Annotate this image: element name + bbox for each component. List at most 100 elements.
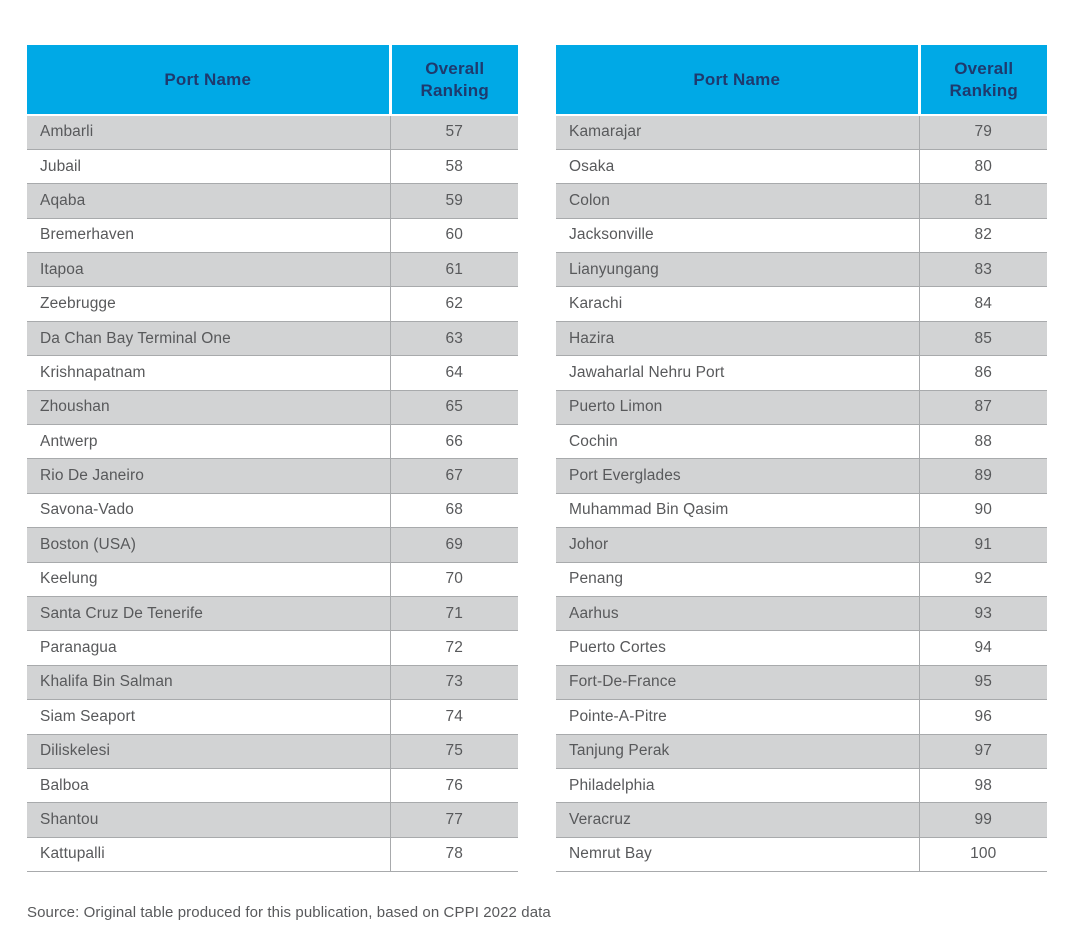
port-name-cell: Aarhus [556,595,919,631]
overall-ranking-cell: 66 [389,424,518,459]
port-name-cell: Aqaba [27,183,390,219]
table-row: Rio De Janeiro 67 [27,458,518,494]
overall-ranking-cell: 100 [918,836,1047,873]
table-row: Keelung 70 [27,561,518,597]
overall-ranking-cell: 97 [918,733,1047,769]
overall-ranking-cell: 79 [918,115,1047,150]
port-name-cell: Keelung [27,561,390,597]
port-name-cell: Kamarajar [556,115,919,150]
overall-ranking-cell: 67 [389,458,518,494]
port-name-cell: Jacksonville [556,217,919,253]
port-name-cell: Lianyungang [556,252,919,287]
table-row: Hazira 85 [556,320,1047,356]
overall-ranking-cell: 90 [918,492,1047,528]
table-header: Port Name Overall Ranking [556,45,1047,116]
overall-ranking-cell: 68 [389,492,518,528]
port-name-cell: Siam Seaport [27,699,390,735]
overall-ranking-cell: 95 [918,664,1047,700]
port-name-cell: Da Chan Bay Terminal One [27,320,390,356]
overall-ranking-cell: 78 [389,836,518,873]
table-row: Muhammad Bin Qasim 90 [556,492,1047,528]
overall-ranking-cell: 58 [389,148,518,184]
table-row: Savona-Vado 68 [27,492,518,528]
port-name-cell: Puerto Limon [556,389,919,425]
table-row: Lianyungang 83 [556,252,1047,287]
port-name-cell: Ambarli [27,115,390,150]
overall-ranking-cell: 89 [918,458,1047,494]
table-row: Puerto Cortes 94 [556,630,1047,666]
table-row: Ambarli 57 [27,115,518,150]
port-name-cell: Savona-Vado [27,492,390,528]
port-name-header: Port Name [556,45,919,116]
table-row: Da Chan Bay Terminal One 63 [27,320,518,356]
table-row: Veracruz 99 [556,802,1047,838]
overall-ranking-cell: 60 [389,217,518,253]
table-row: Khalifa Bin Salman 73 [27,664,518,700]
overall-ranking-cell: 98 [918,767,1047,803]
port-ranking-table-2: Port Name Overall Ranking Kamarajar 79 Osa… [556,45,1047,873]
table-row: Santa Cruz De Tenerife 71 [27,595,518,631]
port-name-cell: Karachi [556,286,919,322]
source-note: Source: Original table produced for this… [27,904,551,922]
port-name-cell: Puerto Cortes [556,630,919,666]
port-name-cell: Balboa [27,767,390,803]
table-row: Penang 92 [556,561,1047,597]
port-name-cell: Antwerp [27,424,390,459]
table-row: Antwerp 66 [27,424,518,459]
tables-container: Port Name Overall Ranking Ambarli 57 Jubai… [27,45,1076,873]
table-row: Aarhus 93 [556,595,1047,631]
overall-ranking-cell: 65 [389,389,518,425]
overall-ranking-cell: 86 [918,355,1047,391]
port-name-cell: Shantou [27,802,390,838]
overall-ranking-cell: 75 [389,733,518,769]
table-row: Pointe-A-Pitre 96 [556,699,1047,735]
table-row: Kattupalli 78 [27,836,518,873]
table-row: Aqaba 59 [27,183,518,219]
overall-ranking-cell: 85 [918,320,1047,356]
overall-ranking-cell: 83 [918,252,1047,287]
port-name-cell: Veracruz [556,802,919,838]
overall-ranking-cell: 69 [389,527,518,563]
overall-ranking-cell: 84 [918,286,1047,322]
port-name-cell: Osaka [556,148,919,184]
table-row: Jubail 58 [27,148,518,184]
overall-ranking-cell: 59 [389,183,518,219]
port-name-cell: Itapoa [27,252,390,287]
port-name-cell: Kattupalli [27,836,390,873]
table-row: Karachi 84 [556,286,1047,322]
port-name-cell: Santa Cruz De Tenerife [27,595,390,631]
overall-ranking-cell: 92 [918,561,1047,597]
table-row: Puerto Limon 87 [556,389,1047,425]
table-row: Balboa 76 [27,767,518,803]
overall-ranking-cell: 88 [918,424,1047,459]
table-row: Fort-De-France 95 [556,664,1047,700]
overall-ranking-cell: 80 [918,148,1047,184]
port-name-cell: Bremerhaven [27,217,390,253]
port-name-cell: Port Everglades [556,458,919,494]
overall-ranking-cell: 99 [918,802,1047,838]
table-row: Shantou 77 [27,802,518,838]
table-body: Kamarajar 79 Osaka 80 Colon 81 Jacksonville 82 L… [556,115,1047,873]
port-name-cell: Cochin [556,424,919,459]
table-row: Port Everglades 89 [556,458,1047,494]
table-row: Jawaharlal Nehru Port 86 [556,355,1047,391]
table-row: Itapoa 61 [27,252,518,287]
table-row: Nemrut Bay 100 [556,836,1047,873]
overall-ranking-cell: 77 [389,802,518,838]
port-name-cell: Khalifa Bin Salman [27,664,390,700]
port-name-cell: Boston (USA) [27,527,390,563]
port-name-cell: Diliskelesi [27,733,390,769]
port-name-cell: Muhammad Bin Qasim [556,492,919,528]
overall-ranking-cell: 81 [918,183,1047,219]
overall-ranking-cell: 87 [918,389,1047,425]
port-ranking-table-1: Port Name Overall Ranking Ambarli 57 Jubai… [27,45,518,873]
overall-ranking-cell: 74 [389,699,518,735]
port-name-cell: Philadelphia [556,767,919,803]
overall-ranking-cell: 61 [389,252,518,287]
port-name-header: Port Name [27,45,390,116]
table-row: Siam Seaport 74 [27,699,518,735]
table-row: Colon 81 [556,183,1047,219]
port-name-cell: Nemrut Bay [556,836,919,873]
port-name-cell: Zeebrugge [27,286,390,322]
